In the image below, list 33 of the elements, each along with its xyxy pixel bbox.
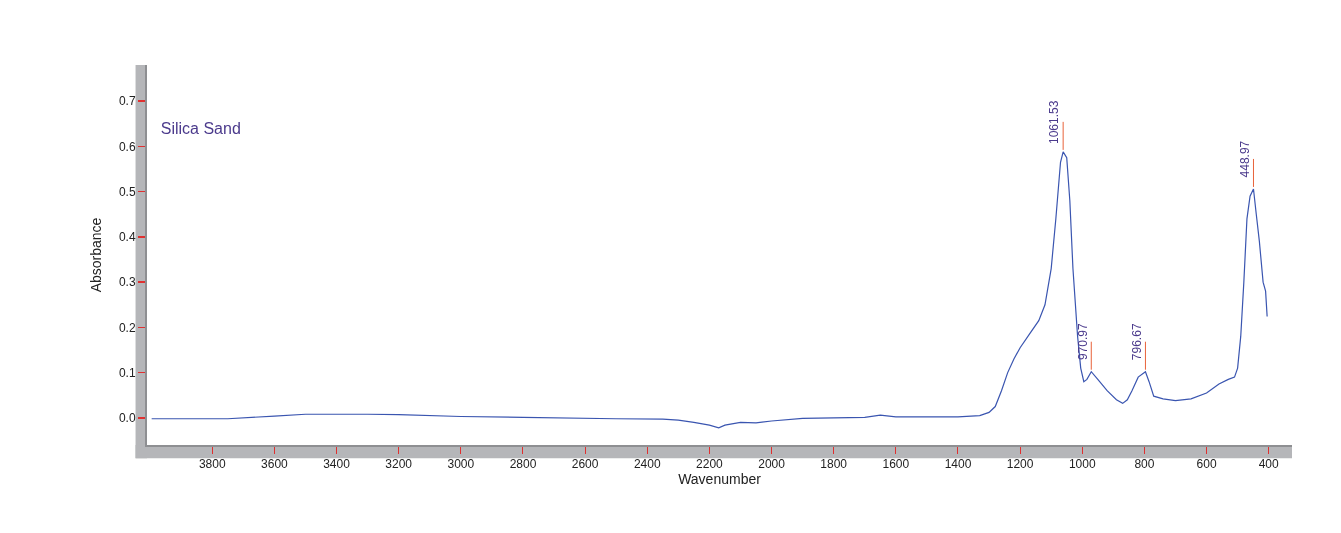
x-tick-label: 2400 xyxy=(633,457,661,472)
y-tick-label: 0.2 xyxy=(118,320,136,335)
y-tick-label: 0.3 xyxy=(118,275,136,290)
annotation: 970.97 xyxy=(1075,322,1090,360)
x-tick-label: 2800 xyxy=(509,457,537,472)
y-tick-label: 0.4 xyxy=(118,230,136,245)
annotation: 796.67 xyxy=(1129,323,1144,361)
text: Silica Sand xyxy=(160,119,241,137)
x-tick-label: 3400 xyxy=(323,457,351,472)
x-tick-label: 3200 xyxy=(385,457,413,472)
x-axis-title: Wavenumber xyxy=(678,471,762,488)
y-tick-label: 0.5 xyxy=(118,184,136,199)
x-tick-label: 3600 xyxy=(261,457,289,472)
x-tick-label: 1200 xyxy=(1006,457,1034,472)
y-axis-title: Absorbance xyxy=(88,217,105,293)
x-tick-label: 400 xyxy=(1258,457,1280,472)
annotation: 1061.53 xyxy=(1047,100,1062,145)
y-tick-label: 0.6 xyxy=(118,139,136,154)
x-tick-label: 800 xyxy=(1134,457,1155,472)
y-tick-label: 0.7 xyxy=(118,94,136,109)
x-tick-label: 2600 xyxy=(571,457,599,472)
y-tick-label: 0.1 xyxy=(118,365,136,380)
x-tick-label: 1800 xyxy=(820,457,848,472)
annotation: 448.97 xyxy=(1237,140,1252,178)
x-tick-label: 1400 xyxy=(944,457,972,472)
x-tick-label: 3000 xyxy=(447,457,475,472)
x-tick-label: 1000 xyxy=(1068,457,1096,472)
x-tick-label: 600 xyxy=(1196,457,1217,472)
x-tick-label: 3800 xyxy=(198,457,226,472)
y-tick-label: 0.0 xyxy=(118,411,136,426)
x-tick-label: 1600 xyxy=(882,457,910,472)
x-tick-label: 2000 xyxy=(758,457,786,472)
x-tick-label: 2200 xyxy=(696,457,724,472)
